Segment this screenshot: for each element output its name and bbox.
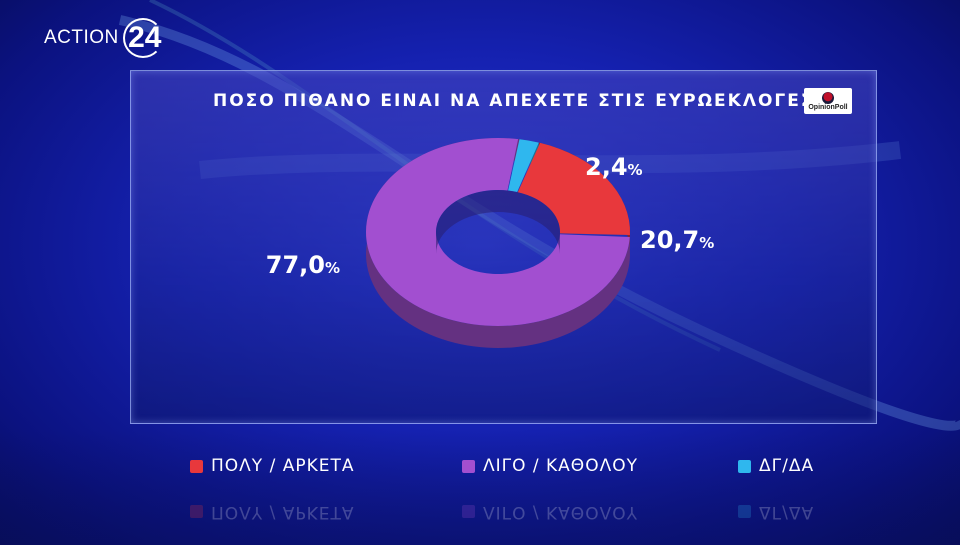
legend-label: ΔΓ/ΔΑ: [759, 502, 815, 522]
legend-swatch: [462, 505, 475, 519]
legend-label: ΠΟΛΥ / ΑΡΚΕΤΑ: [211, 456, 355, 476]
legend: ΠΟΛΥ / ΑΡΚΕΤΑ ΛΙΓΟ / ΚΑΘΟΛΟΥ ΔΓ/ΔΑ: [0, 456, 960, 480]
legend-label: ΔΓ/ΔΑ: [759, 456, 815, 476]
opinionpoll-logo: OpinionPoll: [804, 88, 852, 114]
floor-gradient: [0, 430, 960, 545]
legend-label: ΠΟΛΥ / ΑΡΚΕΤΑ: [211, 502, 355, 522]
legend-item-0: ΠΟΛΥ / ΑΡΚΕΤΑ: [190, 456, 355, 476]
slice-1: [366, 138, 630, 326]
slice-0: [517, 142, 630, 236]
slice-2: [508, 139, 539, 193]
legend-swatch: [462, 459, 475, 473]
logo-number: 24: [122, 18, 167, 58]
legend-item-2: ΔΓ/ΔΑ: [738, 456, 814, 476]
legend-item-1: ΛΙΓΟ / ΚΑΘΟΛΟΥ: [462, 456, 638, 476]
legend-swatch: [738, 459, 751, 473]
value-label-0: 20,7%: [640, 226, 714, 254]
chart-title: ΠΟΣΟ ΠΙΘΑΝΟ ΕΙΝΑΙ ΝΑ ΑΠΕΧΕΤΕ ΣΤΙΣ ΕΥΡΩΕΚ…: [213, 91, 824, 111]
action24-logo: ACTION 24: [44, 18, 167, 58]
value-label-1: 77,0%: [266, 251, 340, 279]
chart-panel: ΠΟΣΟ ΠΙΘΑΝΟ ΕΙΝΑΙ ΝΑ ΑΠΕΧΕΤΕ ΣΤΙΣ ΕΥΡΩΕΚ…: [130, 70, 877, 424]
legend-label: ΛΙΓΟ / ΚΑΘΟΛΟΥ: [483, 502, 638, 522]
legend-swatch: [190, 505, 203, 519]
donut-hole-wall: [436, 190, 560, 254]
legend-swatch: [738, 505, 751, 519]
value-label-2: 2,4%: [585, 153, 643, 181]
legend-label: ΛΙΓΟ / ΚΑΘΟΛΟΥ: [483, 456, 638, 476]
legend-reflection-item-0: ΠΟΛΥ / ΑΡΚΕΤΑ: [190, 502, 355, 522]
logo-text: ACTION: [44, 27, 119, 48]
legend-reflection-item-2: ΔΓ/ΔΑ: [738, 502, 814, 522]
legend-swatch: [190, 459, 203, 473]
legend-reflection-item-1: ΛΙΓΟ / ΚΑΘΟΛΟΥ: [462, 502, 638, 522]
legend-reflection: ΠΟΛΥ / ΑΡΚΕΤΑ ΛΙΓΟ / ΚΑΘΟΛΟΥ ΔΓ/ΔΑ: [0, 492, 960, 522]
donut-chart: 20,7% 77,0% 2,4%: [266, 138, 714, 349]
